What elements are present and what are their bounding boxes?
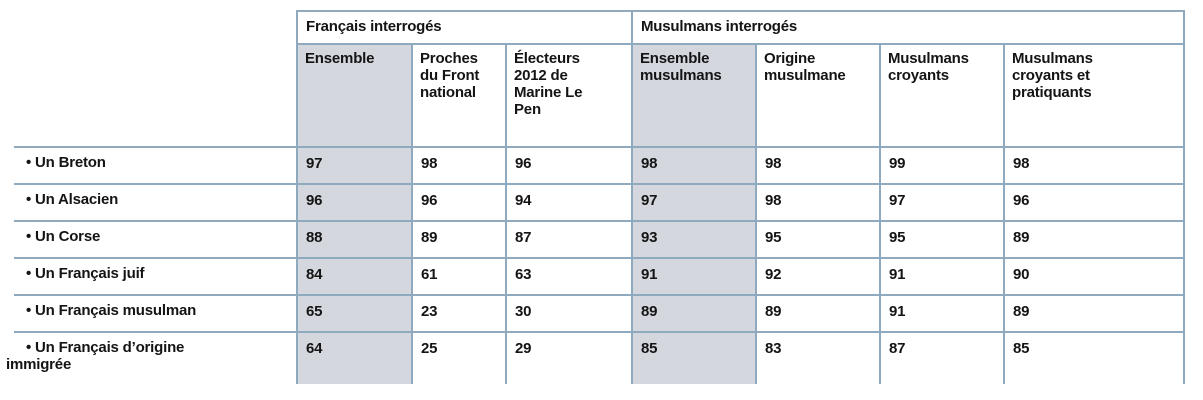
- data-cell: 97: [631, 183, 757, 222]
- data-cell: 96: [411, 183, 507, 222]
- data-cell: 98: [1002, 146, 1186, 185]
- column-header-ensemble-musulmans: Ensemble musulmans: [631, 43, 757, 148]
- row-label-text: • Un Français musulman: [26, 302, 197, 319]
- data-cell: 93: [631, 220, 757, 259]
- data-cell: 85: [631, 331, 757, 384]
- data-cell: 97: [879, 183, 1005, 222]
- data-cell: 85: [1002, 331, 1186, 384]
- row-label: • Un Français juif: [14, 257, 298, 296]
- data-cell: 65: [296, 294, 413, 333]
- table-row-corse: • Un Corse 88 89 87 93 95 95 89: [14, 220, 1186, 259]
- data-cell: 98: [411, 146, 507, 185]
- column-header-musulmans-pratiquants: Musulmans croyants et pratiquants: [1002, 43, 1186, 148]
- data-cell: 87: [505, 220, 633, 259]
- row-label: • Un Français musulman: [14, 294, 298, 333]
- table-row-francais-musulman: • Un Français musulman 65 23 30 89 89 91…: [14, 294, 1186, 333]
- table-row-origine-immigree: • Un Français d’origine immigrée 64 25 2…: [6, 331, 1186, 384]
- data-cell: 63: [505, 257, 633, 296]
- data-cell: 98: [755, 146, 881, 185]
- data-cell: 95: [755, 220, 881, 259]
- data-cell: 96: [505, 146, 633, 185]
- column-header-origine-musulmane: Origine musulmane: [755, 43, 881, 148]
- data-cell: 95: [879, 220, 1005, 259]
- data-cell: 87: [879, 331, 1005, 384]
- data-cell: 64: [296, 331, 413, 384]
- data-cell: 23: [411, 294, 507, 333]
- data-cell: 90: [1002, 257, 1186, 296]
- table-row-alsacien: • Un Alsacien 96 96 94 97 98 97 96: [14, 183, 1186, 222]
- data-cell: 92: [755, 257, 881, 296]
- column-header-musulmans-croyants: Musulmans croyants: [879, 43, 1005, 148]
- column-header-row: Ensemble Proches du Front national Élect…: [14, 43, 1186, 148]
- data-cell: 89: [1002, 294, 1186, 333]
- column-header-electeurs-mlp: Électeurs 2012 de Marine Le Pen: [505, 43, 633, 148]
- data-cell: 89: [755, 294, 881, 333]
- group-header-musulmans: Musulmans interrogés: [630, 10, 1186, 45]
- data-cell: 96: [296, 183, 413, 222]
- column-header-ensemble: Ensemble: [296, 43, 413, 148]
- data-cell: 88: [296, 220, 413, 259]
- data-cell: 29: [505, 331, 633, 384]
- data-cell: 30: [505, 294, 633, 333]
- data-cell: 98: [755, 183, 881, 222]
- group-header-row: Français interrogés Musulmans interrogés: [14, 10, 1186, 45]
- row-label-text: • Un Alsacien: [26, 191, 119, 208]
- row-label-text: • Un Français juif: [26, 265, 145, 282]
- data-cell: 84: [296, 257, 413, 296]
- row-label-text: • Un Français d’origine immigrée: [6, 339, 185, 373]
- row-label: • Un Corse: [14, 220, 298, 259]
- data-cell: 94: [505, 183, 633, 222]
- table-row-francais-juif: • Un Français juif 84 61 63 91 92 91 90: [14, 257, 1186, 296]
- data-cell: 96: [1002, 183, 1186, 222]
- data-cell: 61: [411, 257, 507, 296]
- corner-blank-cell: [14, 44, 297, 147]
- data-cell: 98: [631, 146, 757, 185]
- group-header-francais: Français interrogés: [296, 10, 633, 45]
- data-cell: 99: [879, 146, 1005, 185]
- data-cell: 89: [1002, 220, 1186, 259]
- data-cell: 91: [631, 257, 757, 296]
- corner-blank-cell: [14, 11, 297, 44]
- data-cell: 91: [879, 257, 1005, 296]
- column-header-proches-fn: Proches du Front national: [411, 43, 507, 148]
- data-cell: 89: [631, 294, 757, 333]
- row-label: • Un Breton: [14, 146, 298, 185]
- row-label-text: • Un Breton: [26, 154, 106, 171]
- data-cell: 91: [879, 294, 1005, 333]
- survey-results-table: Français interrogés Musulmans interrogés…: [6, 10, 1186, 384]
- data-cell: 97: [296, 146, 413, 185]
- data-cell: 25: [411, 331, 507, 384]
- row-label-text: • Un Corse: [26, 228, 101, 245]
- table-row-breton: • Un Breton 97 98 96 98 98 99 98: [14, 146, 1186, 185]
- row-label: • Un Alsacien: [14, 183, 298, 222]
- data-cell: 89: [411, 220, 507, 259]
- row-label: • Un Français d’origine immigrée: [6, 331, 298, 384]
- data-cell: 83: [755, 331, 881, 384]
